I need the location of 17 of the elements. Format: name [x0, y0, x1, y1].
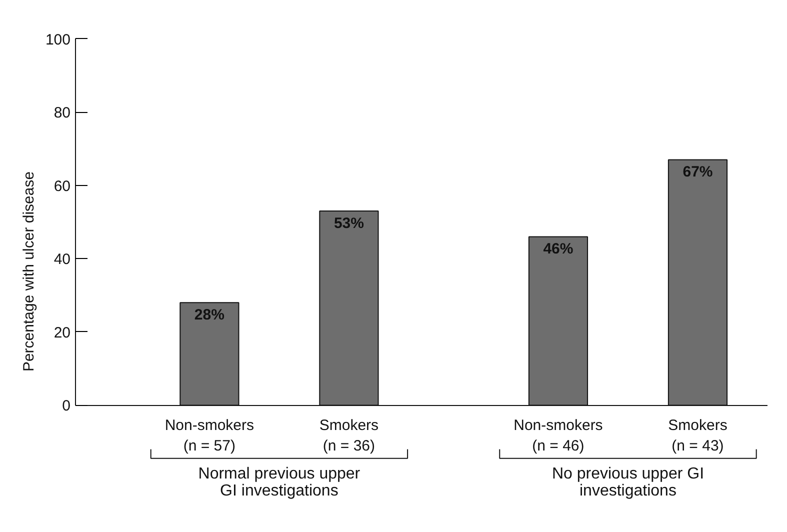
y-axis-title: Percentage with ulcer disease: [20, 171, 38, 372]
y-tick-label: 60: [54, 178, 71, 195]
x-tick-label: Smokers (n = 43): [668, 417, 728, 455]
data-label: 28%: [194, 306, 224, 324]
data-label: 67%: [682, 164, 713, 181]
data-label: 46%: [543, 240, 574, 258]
y-tick-label: 20: [54, 324, 71, 342]
y-tick-label: 100: [45, 31, 71, 48]
data-label: 53%: [334, 215, 364, 232]
y-tick-label: 0: [62, 398, 70, 415]
x-tick-label: Non-smokers (n = 57): [164, 417, 254, 455]
y-tick-label: 80: [54, 104, 71, 122]
y-tick-label: 40: [54, 251, 71, 268]
text: No previous upper GI investigations: [552, 466, 704, 500]
x-tick-label: Smokers (n = 36): [319, 417, 379, 455]
text: Normal previous upper GI investigations: [198, 466, 361, 500]
x-tick-label: Non-smokers (n = 46): [514, 417, 603, 455]
